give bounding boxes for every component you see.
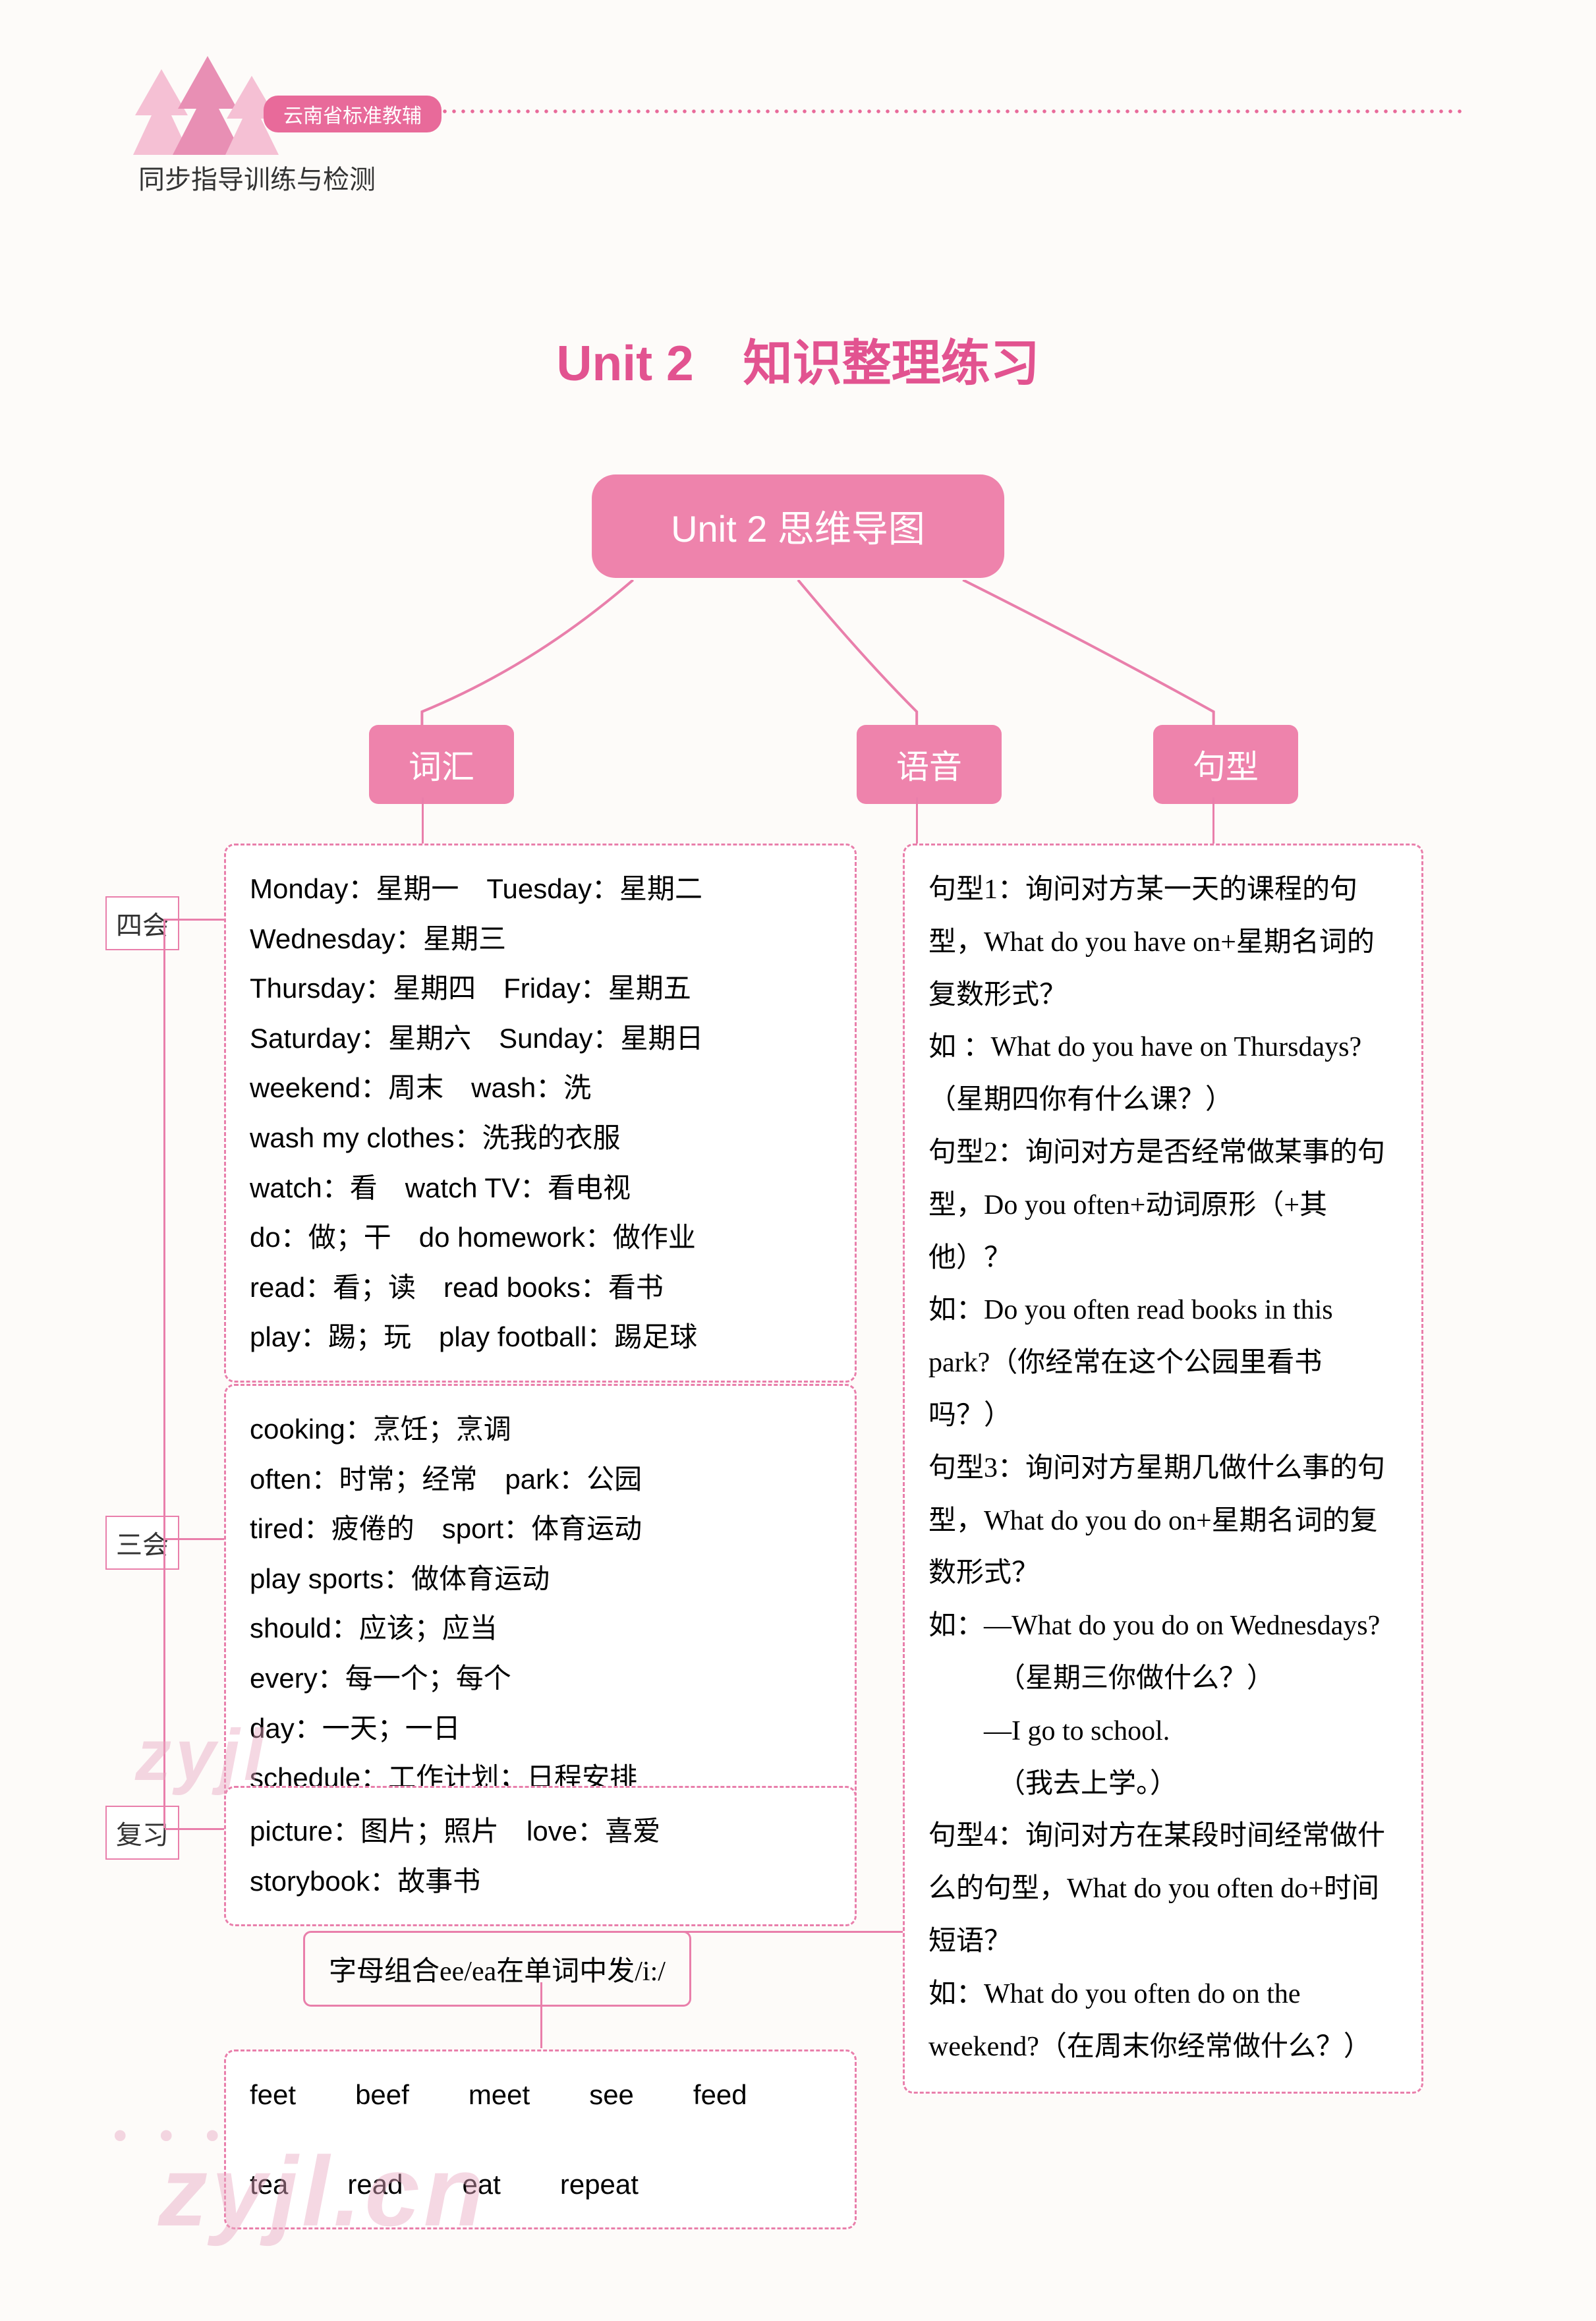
connector: [165, 1538, 224, 1540]
vocab-fuxi-box: picture：图片；照片 love：喜爱 storybook：故事书: [224, 1786, 857, 1926]
label-sanhui: 三会: [105, 1516, 179, 1570]
connector: [1212, 797, 1214, 844]
connector: [165, 919, 224, 921]
connector: [163, 919, 165, 1828]
connector: [165, 1828, 224, 1830]
mindmap: Unit 2 思维导图 词汇 语音 句型 四会 三会 复习: [171, 474, 1425, 2150]
book-series-title: 同步指导训练与检测: [138, 158, 376, 196]
phon-word: see: [589, 2070, 634, 2120]
vocab-fuxi-text: picture：图片；照片 love：喜爱 storybook：故事书: [250, 1806, 831, 1906]
vocab-sihui-text: Monday：星期一 Tuesday：星期二 Wednesday：星期三 Thu…: [250, 864, 831, 1362]
category-pattern: 句型: [1153, 725, 1298, 804]
phon-word: feed: [693, 2070, 747, 2120]
category-phon: 语音: [857, 725, 1002, 804]
tree-decoration: [132, 63, 277, 155]
label-fuxi: 复习: [105, 1806, 179, 1860]
vocab-sanhui-box: cooking：烹饪；烹调 often：时常；经常 park：公园 tired：…: [224, 1384, 857, 1823]
patterns-text: 句型1：询问对方某一天的课程的句型，What do you have on+星期…: [928, 864, 1398, 2073]
phon-word: meet: [469, 2070, 530, 2120]
patterns-box: 句型1：询问对方某一天的课程的句型，What do you have on+星期…: [903, 844, 1423, 2094]
page: 云南省标准教辅 同步指导训练与检测 Unit 2 知识整理练习 Unit 2 思…: [0, 0, 1596, 2321]
dotted-divider: [422, 109, 1464, 114]
phon-word: repeat: [560, 2160, 639, 2210]
province-badge: 云南省标准教辅: [264, 96, 442, 132]
phon-word: feet: [250, 2070, 296, 2120]
phon-rule-box: 字母组合ee/ea在单词中发/i:/: [303, 1931, 691, 2007]
category-vocab: 词汇: [369, 725, 514, 804]
mindmap-root: Unit 2 思维导图: [592, 474, 1004, 578]
phon-word: beef: [355, 2070, 409, 2120]
vocab-sanhui-text: cooking：烹饪；烹调 often：时常；经常 park：公园 tired：…: [250, 1404, 831, 1803]
page-title: Unit 2 知识整理练习: [0, 323, 1596, 395]
header: 云南省标准教辅: [132, 89, 1464, 155]
watermark: zyjl: [135, 1713, 268, 1797]
connector: [422, 797, 424, 844]
connector: [540, 1931, 916, 1933]
watermark: zyjl.cn: [158, 2135, 488, 2249]
label-sihui: 四会: [105, 896, 179, 950]
vocab-sihui-box: Monday：星期一 Tuesday：星期二 Wednesday：星期三 Thu…: [224, 844, 857, 1383]
connector: [540, 1982, 542, 2048]
